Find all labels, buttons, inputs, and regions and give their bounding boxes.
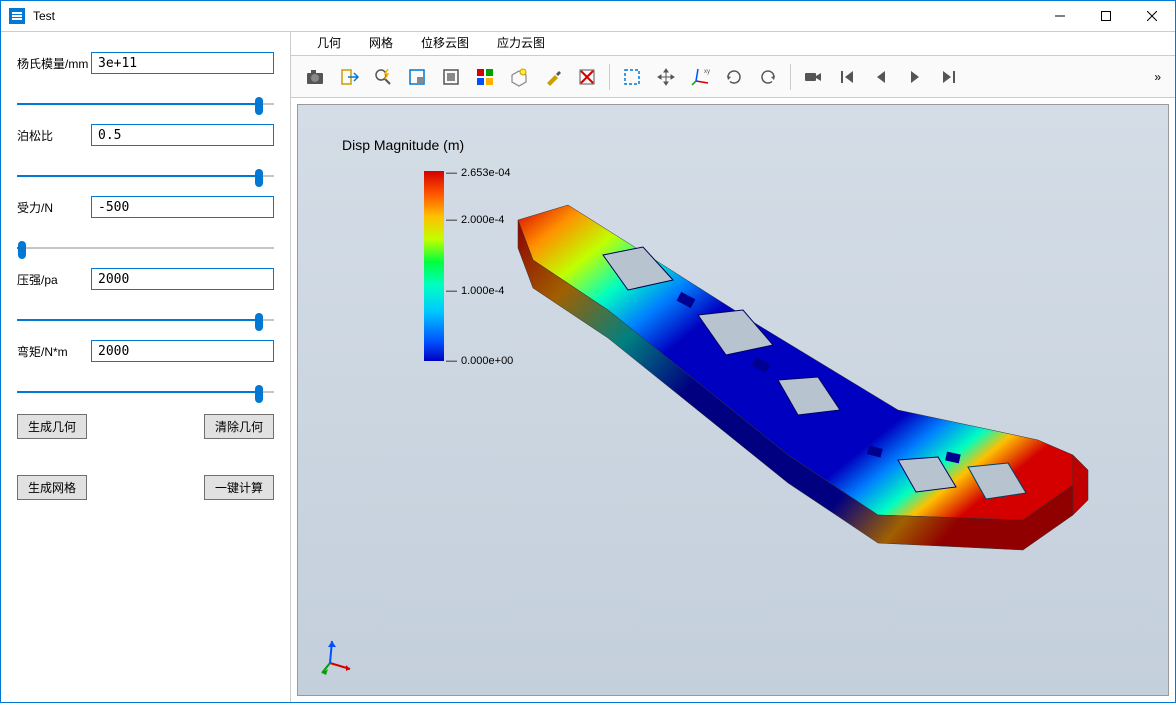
orientation-triad-icon <box>318 635 358 675</box>
tab-displacement[interactable]: 位移云图 <box>407 30 483 55</box>
prev-icon[interactable] <box>865 61 897 93</box>
camera-icon[interactable] <box>299 61 331 93</box>
legend-colorbar <box>424 171 444 361</box>
param-slider-0[interactable] <box>17 102 274 106</box>
param-slider-4[interactable] <box>17 390 274 394</box>
reset-box-icon[interactable] <box>435 61 467 93</box>
param-slider-2[interactable] <box>17 246 274 250</box>
tab-mesh[interactable]: 网格 <box>355 30 407 55</box>
clear-geometry-button[interactable]: 清除几何 <box>204 414 274 439</box>
zoom-lightning-icon[interactable] <box>367 61 399 93</box>
next-icon[interactable] <box>933 61 965 93</box>
param-input-0[interactable] <box>91 52 274 74</box>
lightbulb-box-icon[interactable] <box>503 61 535 93</box>
param-input-3[interactable] <box>91 268 274 290</box>
axes-xyz-icon[interactable]: xyz <box>684 61 716 93</box>
prev-first-icon[interactable] <box>831 61 863 93</box>
move-arrows-icon[interactable] <box>650 61 682 93</box>
tab-geometry[interactable]: 几何 <box>303 30 355 55</box>
one-click-compute-button[interactable]: 一键计算 <box>204 475 274 500</box>
param-slider-1[interactable] <box>17 174 274 178</box>
toolbar-separator <box>790 64 791 90</box>
erase-red-icon[interactable] <box>571 61 603 93</box>
legend-title: Disp Magnitude (m) <box>342 137 464 153</box>
param-input-2[interactable] <box>91 196 274 218</box>
generate-geometry-button[interactable]: 生成几何 <box>17 414 87 439</box>
svg-text:xyz: xyz <box>704 69 710 75</box>
toolbar-separator <box>609 64 610 90</box>
rotate-ccw-icon[interactable] <box>752 61 784 93</box>
select-dashed-icon[interactable] <box>616 61 648 93</box>
tab-stress[interactable]: 应力云图 <box>483 30 559 55</box>
fea-part-render <box>478 185 1098 565</box>
generate-mesh-button[interactable]: 生成网格 <box>17 475 87 500</box>
viewport-3d[interactable]: Disp Magnitude (m) 2.653e-042.000e-41.00… <box>297 104 1169 696</box>
app-icon <box>9 8 25 24</box>
brush-icon[interactable] <box>537 61 569 93</box>
maximize-button[interactable] <box>1083 1 1129 31</box>
view-tabs: 几何 网格 位移云图 应力云图 <box>291 32 1175 56</box>
window-title: Test <box>33 9 1037 23</box>
param-label: 杨氏模量/mm <box>17 55 91 72</box>
zoom-area-icon[interactable] <box>401 61 433 93</box>
export-icon[interactable] <box>333 61 365 93</box>
param-input-1[interactable] <box>91 124 274 146</box>
param-slider-3[interactable] <box>17 318 274 322</box>
legend-tick: 2.653e-04 <box>446 167 511 179</box>
param-input-4[interactable] <box>91 340 274 362</box>
titlebar: Test <box>1 1 1175 31</box>
param-label: 压强/pa <box>17 271 91 288</box>
param-label: 受力/N <box>17 199 91 216</box>
close-button[interactable] <box>1129 1 1175 31</box>
param-label: 弯矩/N*m <box>17 343 91 360</box>
parameter-panel: 杨氏模量/mm 泊松比 受力/N <box>1 32 291 702</box>
camera-video-icon[interactable] <box>797 61 829 93</box>
toolbar-overflow[interactable]: » <box>1148 70 1167 84</box>
param-label: 泊松比 <box>17 127 91 144</box>
viewer-toolbar: xyz » <box>291 56 1175 98</box>
color-palette-icon[interactable] <box>469 61 501 93</box>
minimize-button[interactable] <box>1037 1 1083 31</box>
rotate-cw-icon[interactable] <box>718 61 750 93</box>
play-icon[interactable] <box>899 61 931 93</box>
